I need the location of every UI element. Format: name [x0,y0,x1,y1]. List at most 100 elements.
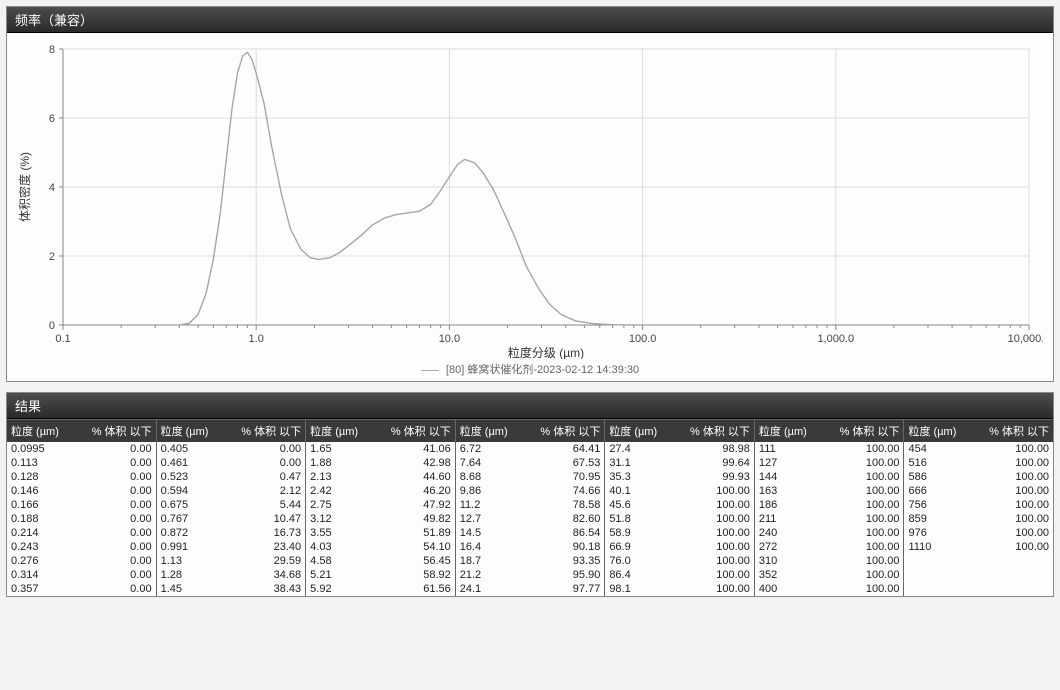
svg-text:2: 2 [49,251,55,263]
cell-pct: 0.00 [81,499,151,511]
cell-pct: 0.00 [81,555,151,567]
col-size-header: 粒度 (µm) [11,423,81,439]
results-column-header: 粒度 (µm)% 体积 以下 [157,420,306,442]
table-row: 76.0100.00 [605,554,754,568]
cell-pct: 100.00 [829,555,899,567]
col-pct-header: % 体积 以下 [680,423,750,439]
table-row: 0.2760.00 [7,554,156,568]
table-row: 0.1460.00 [7,484,156,498]
table-row: 4.5856.45 [306,554,455,568]
table-row: 0.5230.47 [157,470,306,484]
cell-pct: 100.00 [680,499,750,511]
cell-size: 756 [908,499,978,511]
svg-text:0.1: 0.1 [55,333,70,345]
chart-area: 024680.11.010.0100.01,000.010,000.0粒度分级 … [7,33,1053,381]
cell-size: 16.4 [460,541,530,553]
cell-pct: 0.00 [81,513,151,525]
cell-size: 0.276 [11,555,81,567]
cell-size: 31.1 [609,457,679,469]
cell-size: 0.523 [161,471,231,483]
cell-pct: 16.73 [231,527,301,539]
col-pct-header: % 体积 以下 [530,423,600,439]
results-column-header: 粒度 (µm)% 体积 以下 [904,420,1053,442]
table-row: 352100.00 [755,568,904,582]
cell-size: 0.128 [11,471,81,483]
table-row: 5.9261.56 [306,582,455,596]
cell-pct: 100.00 [829,569,899,581]
results-column-group: 粒度 (µm)% 体积 以下0.4050.000.4610.000.5230.4… [157,420,307,596]
cell-pct: 54.10 [380,541,450,553]
cell-size: 5.92 [310,583,380,595]
table-row: 0.87216.73 [157,526,306,540]
cell-size: 0.461 [161,457,231,469]
cell-pct: 95.90 [530,569,600,581]
cell-size: 0.243 [11,541,81,553]
cell-pct: 47.92 [380,499,450,511]
results-column-group: 粒度 (µm)% 体积 以下1.6541.061.8842.982.1344.6… [306,420,456,596]
cell-pct: 100.00 [829,527,899,539]
svg-text:体积密度 (%): 体积密度 (%) [17,152,32,222]
cell-pct: 100.00 [680,583,750,595]
table-row: 1.8842.98 [306,456,455,470]
svg-text:10,000.0: 10,000.0 [1008,333,1043,345]
cell-size: 1110 [908,541,978,553]
cell-pct: 29.59 [231,555,301,567]
cell-size: 21.2 [460,569,530,581]
cell-size: 454 [908,443,978,455]
table-row: 11.278.58 [456,498,605,512]
svg-text:0: 0 [49,320,55,332]
cell-size: 0.991 [161,541,231,553]
table-row: 0.1660.00 [7,498,156,512]
col-pct-header: % 体积 以下 [231,423,301,439]
table-row: 0.3140.00 [7,568,156,582]
cell-pct: 100.00 [680,541,750,553]
table-row: 0.2140.00 [7,526,156,540]
cell-size: 400 [759,583,829,595]
cell-size: 9.86 [460,485,530,497]
table-row: 111100.00 [755,442,904,456]
col-size-header: 粒度 (µm) [161,423,231,439]
table-row: 0.5942.12 [157,484,306,498]
results-column-group: 粒度 (µm)% 体积 以下111100.00127100.00144100.0… [755,420,905,596]
cell-size: 240 [759,527,829,539]
cell-pct: 100.00 [979,541,1049,553]
cell-pct: 100.00 [829,457,899,469]
cell-pct: 41.06 [380,443,450,455]
results-panel: 结果 粒度 (µm)% 体积 以下0.09950.000.1130.000.12… [6,392,1054,597]
table-row: 586100.00 [904,470,1053,484]
table-row: 0.4610.00 [157,456,306,470]
cell-size: 666 [908,485,978,497]
cell-pct: 100.00 [680,485,750,497]
cell-pct: 86.54 [530,527,600,539]
cell-pct: 0.00 [81,569,151,581]
svg-text:粒度分级 (µm): 粒度分级 (µm) [508,345,584,359]
cell-size: 0.594 [161,485,231,497]
cell-size: 98.1 [609,583,679,595]
cell-size: 40.1 [609,485,679,497]
table-row: 2.1344.60 [306,470,455,484]
svg-text:8: 8 [49,44,55,56]
cell-size: 0.214 [11,527,81,539]
col-pct-header: % 体积 以下 [81,423,151,439]
cell-pct: 90.18 [530,541,600,553]
table-row: 0.09950.00 [7,442,156,456]
cell-size: 7.64 [460,457,530,469]
cell-pct: 0.00 [231,443,301,455]
cell-pct: 100.00 [979,513,1049,525]
results-column-header: 粒度 (µm)% 体积 以下 [755,420,904,442]
table-row: 16.490.18 [456,540,605,554]
cell-size: 2.13 [310,471,380,483]
cell-pct: 98.98 [680,443,750,455]
cell-pct: 100.00 [680,569,750,581]
table-row: 272100.00 [755,540,904,554]
cell-size: 27.4 [609,443,679,455]
table-row: 31.199.64 [605,456,754,470]
cell-pct: 100.00 [829,443,899,455]
table-row: 454100.00 [904,442,1053,456]
table-row: 2.7547.92 [306,498,455,512]
cell-size: 12.7 [460,513,530,525]
col-pct-header: % 体积 以下 [380,423,450,439]
cell-pct: 0.00 [231,457,301,469]
cell-size: 3.55 [310,527,380,539]
svg-text:10.0: 10.0 [439,333,460,345]
